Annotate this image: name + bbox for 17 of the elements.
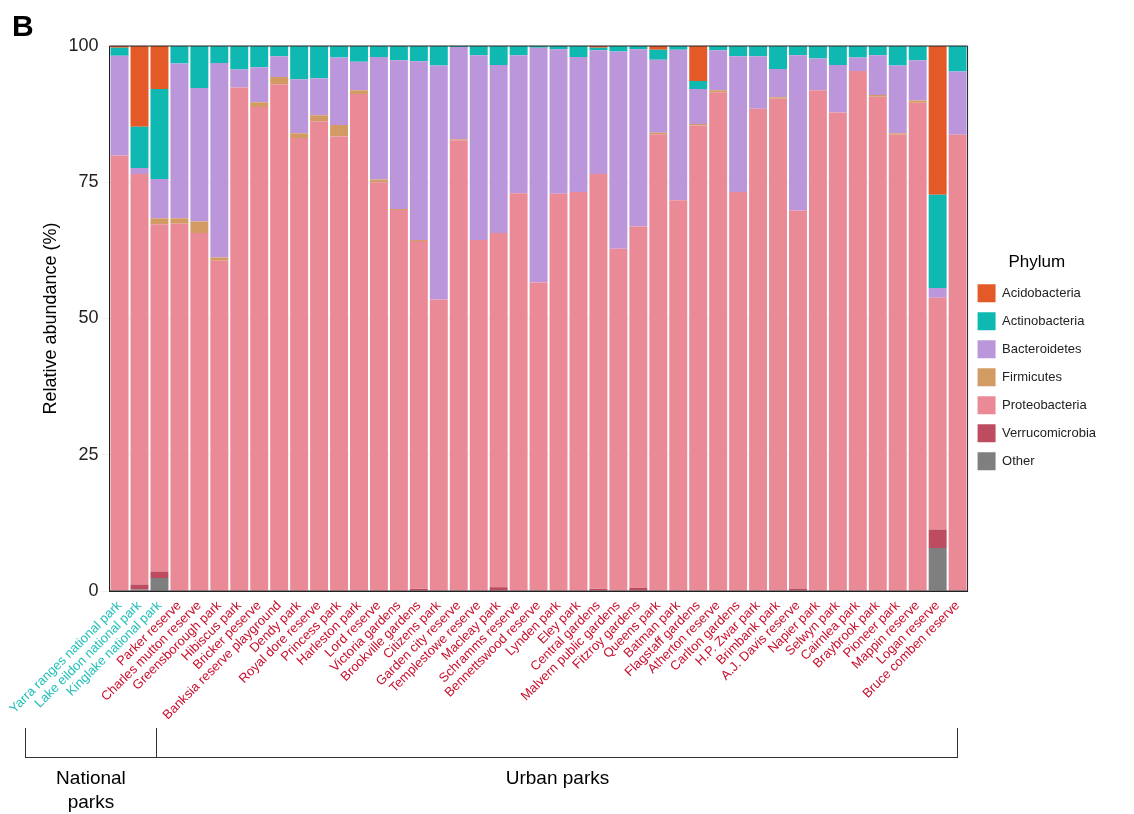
y-tick-label: 50 [78, 307, 99, 328]
y-tick-label: 25 [78, 443, 99, 464]
legend-label: Other [1002, 452, 1036, 468]
legend-label: Proteobacteria [1002, 396, 1088, 412]
y-tick-label: 0 [88, 579, 99, 600]
legend-title: Phylum [1008, 251, 1066, 271]
chart-title: B [12, 9, 34, 43]
y-axis-title: Relative abundance (%) [39, 222, 60, 415]
legend-label: Firmicutes [1002, 368, 1063, 384]
text: Urban parks [504, 766, 611, 790]
legend-label: Bacteroidetes [1002, 340, 1083, 356]
y-tick-label: 100 [68, 34, 99, 55]
text: National parks [55, 766, 127, 814]
legend-label: Acidobacteria [1002, 284, 1082, 300]
legend-label: Verrucomicrobia [1002, 424, 1097, 440]
legend-label: Actinobacteria [1002, 312, 1086, 328]
y-tick-label: 75 [78, 171, 99, 192]
